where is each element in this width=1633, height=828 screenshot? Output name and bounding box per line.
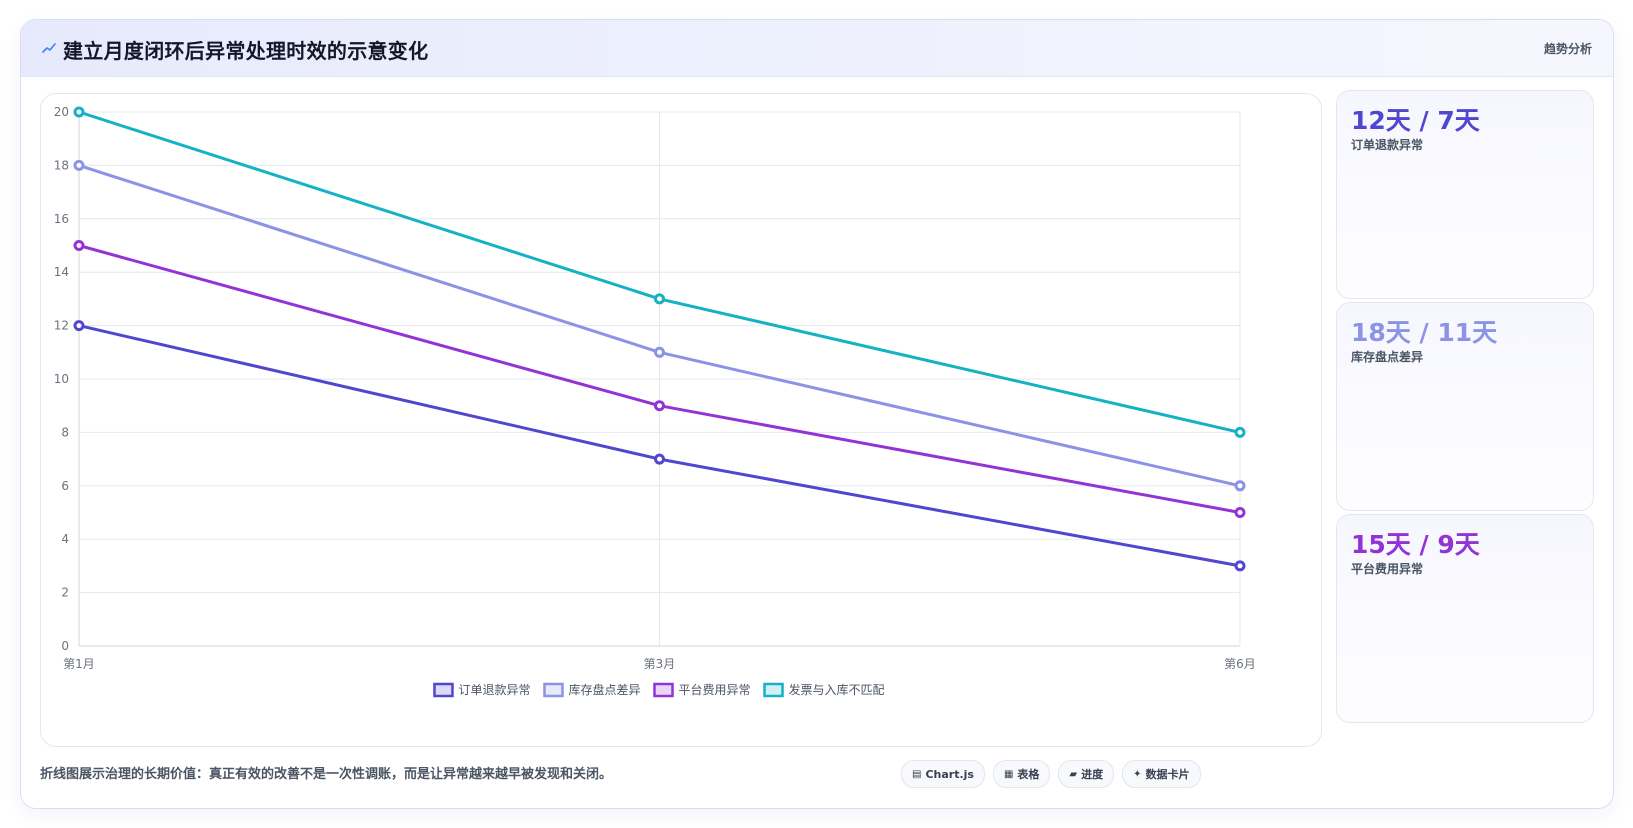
chart-icon: ▤ [912,768,922,780]
y-tick-label: 20 [54,105,69,119]
x-tick-label: 第1月 [63,657,95,671]
y-tick-label: 6 [61,479,69,493]
footer-note: 折线图展示治理的长期价值：真正有效的改善不是一次性调账，而是让异常越来越早被发现… [40,767,613,782]
y-tick-label: 4 [61,532,69,546]
data-point [654,400,665,412]
stat-label: 库存盘点差异 [1351,350,1424,364]
legend-label: 发票与入库不匹配 [789,682,885,697]
table-icon: ▦ [1003,768,1014,780]
legend-swatch [543,682,564,698]
y-tick-label: 8 [61,425,69,439]
chip-data-card[interactable]: ✦ 数据卡片 [1122,760,1201,788]
stat-label: 平台费用异常 [1351,562,1424,576]
data-point [654,453,665,465]
chart-card: 0 2 4 6 8 10 12 14 16 18 20 第1月 第3月 第6月订单退款异常 库存盘点差异 平台… [40,93,1322,747]
stat-label: 订单退款异常 [1351,138,1424,152]
data-point [1234,480,1246,492]
x-tick-label: 第3月 [644,657,676,671]
chip-label: Chart.js [925,767,974,781]
chip-label: 表格 [1017,768,1040,781]
progress-icon: ▰ [1069,768,1078,780]
stat-value: 18天 / 11天 [1351,318,1498,347]
chip-table[interactable]: ▦ 表格 [992,760,1051,788]
data-point [654,346,665,358]
chip-label: 进度 [1081,768,1104,781]
data-point [73,159,85,171]
data-point [73,106,85,118]
chip-label: 数据卡片 [1145,768,1190,781]
trend-icon [42,43,56,53]
data-card-icon: ✦ [1133,768,1142,780]
y-tick-label: 16 [54,212,69,226]
data-point [1234,560,1246,572]
legend-label: 库存盘点差异 [568,682,640,697]
data-point [1234,507,1246,518]
y-tick-label: 18 [54,158,69,172]
chip-chartjs[interactable]: ▤ Chart.js [901,760,985,788]
stat-card-inventory: 18天 / 11天 库存盘点差异 [1336,302,1594,511]
x-tick-label: 第6月 [1224,657,1256,671]
legend-swatch [433,682,454,698]
page-title: 建立月度闭环后异常处理时效的示意变化 [63,39,429,63]
legend-label: 订单退款异常 [458,683,530,697]
legend-swatch [653,682,674,698]
legend-label: 平台费用异常 [679,682,751,697]
view-chips: ▤ Chart.js ▦ 表格 ▰ 进度 ✦ 数据卡片 [901,760,1201,788]
legend-swatch [763,682,784,698]
data-point [73,320,85,332]
stat-value: 12天 / 7天 [1351,106,1480,135]
y-tick-label: 10 [54,372,69,386]
y-tick-label: 0 [61,639,69,653]
data-point [73,240,85,251]
panel-header: 建立月度闭环后异常处理时效的示意变化 趋势分析 [21,20,1613,77]
data-point [1234,426,1246,438]
trend-analysis-tag: 趋势分析 [1543,42,1592,56]
y-tick-label: 14 [54,265,69,279]
chip-progress[interactable]: ▰ 进度 [1058,760,1115,788]
data-point [654,293,665,305]
y-tick-label: 2 [61,586,69,600]
stat-card-refund: 12天 / 7天 订单退款异常 [1336,90,1594,299]
stat-card-platform-fee: 15天 / 9天 平台费用异常 [1336,514,1594,723]
stat-value: 15天 / 9天 [1351,530,1480,559]
dashboard-panel: 建立月度闭环后异常处理时效的示意变化 趋势分析 0 2 4 6 8 10 12 14 16 18 2… [20,19,1614,809]
y-tick-label: 12 [54,319,69,333]
